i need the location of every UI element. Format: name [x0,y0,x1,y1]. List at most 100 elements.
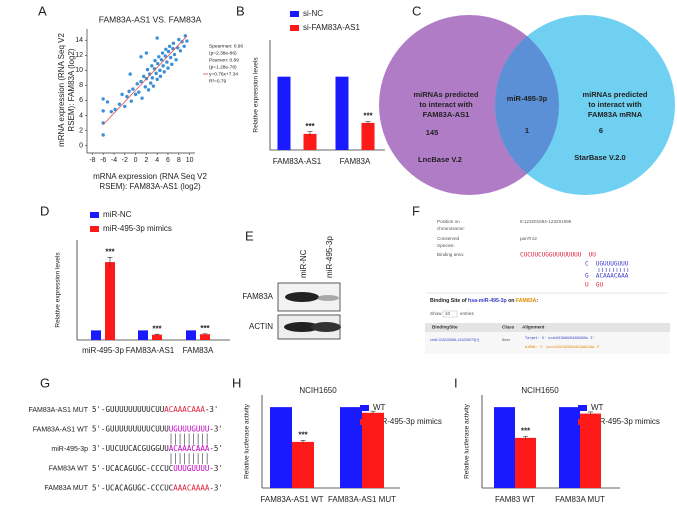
panel-label: D [40,203,49,218]
field-label: Species: [437,243,455,248]
x-tick-label: -4 [111,157,117,164]
significance: *** [200,324,210,333]
bar [292,441,314,488]
point [142,74,146,79]
sequence: 5'-GUUUUUUUUUCUUACAAACAAA-3' [92,405,218,414]
binding-seq: C UGUUUGUUU [585,261,629,268]
point [153,58,157,63]
sequence-part: -5' [209,444,223,453]
field-label: Position on [437,219,460,224]
significance: *** [521,426,531,435]
x-tick-label: FAM83A-AS1 MUT [328,495,396,504]
sequence-part: ACAAACAAA [169,444,210,453]
bar [105,262,115,340]
sequence-name: miR-495-3p [51,446,88,453]
chart-title: NCIH1650 [521,386,559,395]
x-tick-label: -6 [100,157,106,164]
significance: *** [152,324,162,333]
point [172,52,177,57]
legend-label: si-FAM83A-AS1 [303,23,360,32]
point [139,79,143,84]
sequence: 5'-UCACAGUGC-CCCUCAAACAAAA-3' [92,483,223,492]
binding-seq: U GU [585,282,603,289]
panel-label: H [232,375,241,390]
y-tick-label: 12 [75,52,83,59]
y-axis-label: Relative luciferase activity [464,403,471,479]
point [150,76,155,80]
point [166,49,171,54]
panel-label: E [245,228,254,243]
table-cell: chr8:124220068-124220073[+] [430,338,479,342]
sequence-part: UUUGUUUU [173,464,209,473]
x-tick-label: -8 [89,157,95,164]
significance: *** [298,430,308,439]
table-cell: 8mer [502,338,511,342]
sequence-part: -3' [209,464,223,473]
point [162,70,166,74]
band [284,322,320,332]
panel-label: F [412,203,420,218]
sequence-part: -3' [209,483,223,492]
y-axis-label: mRNA expression (RNA Seq V2 [57,33,66,147]
venn-overlap-count: 1 [525,126,529,135]
bar [335,76,349,150]
table-cell: miRNA: 3' uucuUCACGUGGUUACAAACAAA 5' [525,345,601,349]
x-axis-label: RSEM): FAM83A-AS1 (log2) [99,182,201,191]
y-tick-label: 6 [79,97,83,104]
point [144,51,149,55]
panel-label: I [454,375,458,390]
point [123,104,127,109]
error-bar [588,411,593,416]
x-axis-label: mRNA expression (RNA Seq V2 [93,172,207,181]
sequence: 3'-UUCUUCACGUGGUUACAAACAAA-5' [92,444,223,453]
bar [138,330,148,340]
sequence: 5'-UCACAGUGC-CCCUCUUUGUUUU-3' [92,464,223,473]
panel-label: G [40,375,50,390]
error-bar [307,131,313,137]
venn-overlap [495,15,559,195]
x-tick-label: 0 [134,157,138,164]
point [163,54,167,58]
error-bar [523,435,528,440]
bar [152,334,162,340]
field-label: Conserved [437,236,460,241]
bar [362,412,384,488]
pairing-bars [598,268,629,272]
point [105,100,110,104]
error-bar [154,333,160,336]
stats-text: R²=0.79 [209,78,227,84]
point [143,85,148,89]
y-axis-label: Relative expression levels [253,57,260,133]
lane-label: miR-NC [299,249,308,278]
significance: *** [305,122,315,131]
venn-right-count: 6 [599,126,603,135]
venn-diagram: C miRNAs predicted to interact with FAM8… [379,3,675,195]
point [101,109,105,113]
point [155,36,159,40]
chart-title: NCIH1650 [299,386,337,395]
sequence-part: 5'-UCACAGUGC-CCCUC [92,483,173,492]
table-row [425,332,670,354]
y-tick-label: 10 [75,67,83,74]
bar [91,330,101,340]
show-select[interactable] [442,310,458,318]
x-tick-label: 4 [155,157,159,164]
sequence-part: -3' [205,405,219,414]
point [164,47,168,51]
x-tick-label: FAM83A-AS1 [273,157,322,166]
y-axis-label: Relative luciferase activity [244,403,251,479]
point [177,37,181,42]
bar [361,122,375,150]
point [109,109,114,114]
venn-right-text: to interact with [588,100,642,109]
error-bar [370,410,376,415]
point [156,61,160,66]
bar [515,437,536,488]
point [139,55,143,59]
point [120,92,124,97]
x-tick-label: 2 [144,157,148,164]
point [167,44,172,48]
error-bar [107,257,113,267]
row-label: FAM83A [242,292,273,301]
table-cell: Target: 5' ucaUUCUUUUGUUUGUUUu 3' [525,336,595,340]
